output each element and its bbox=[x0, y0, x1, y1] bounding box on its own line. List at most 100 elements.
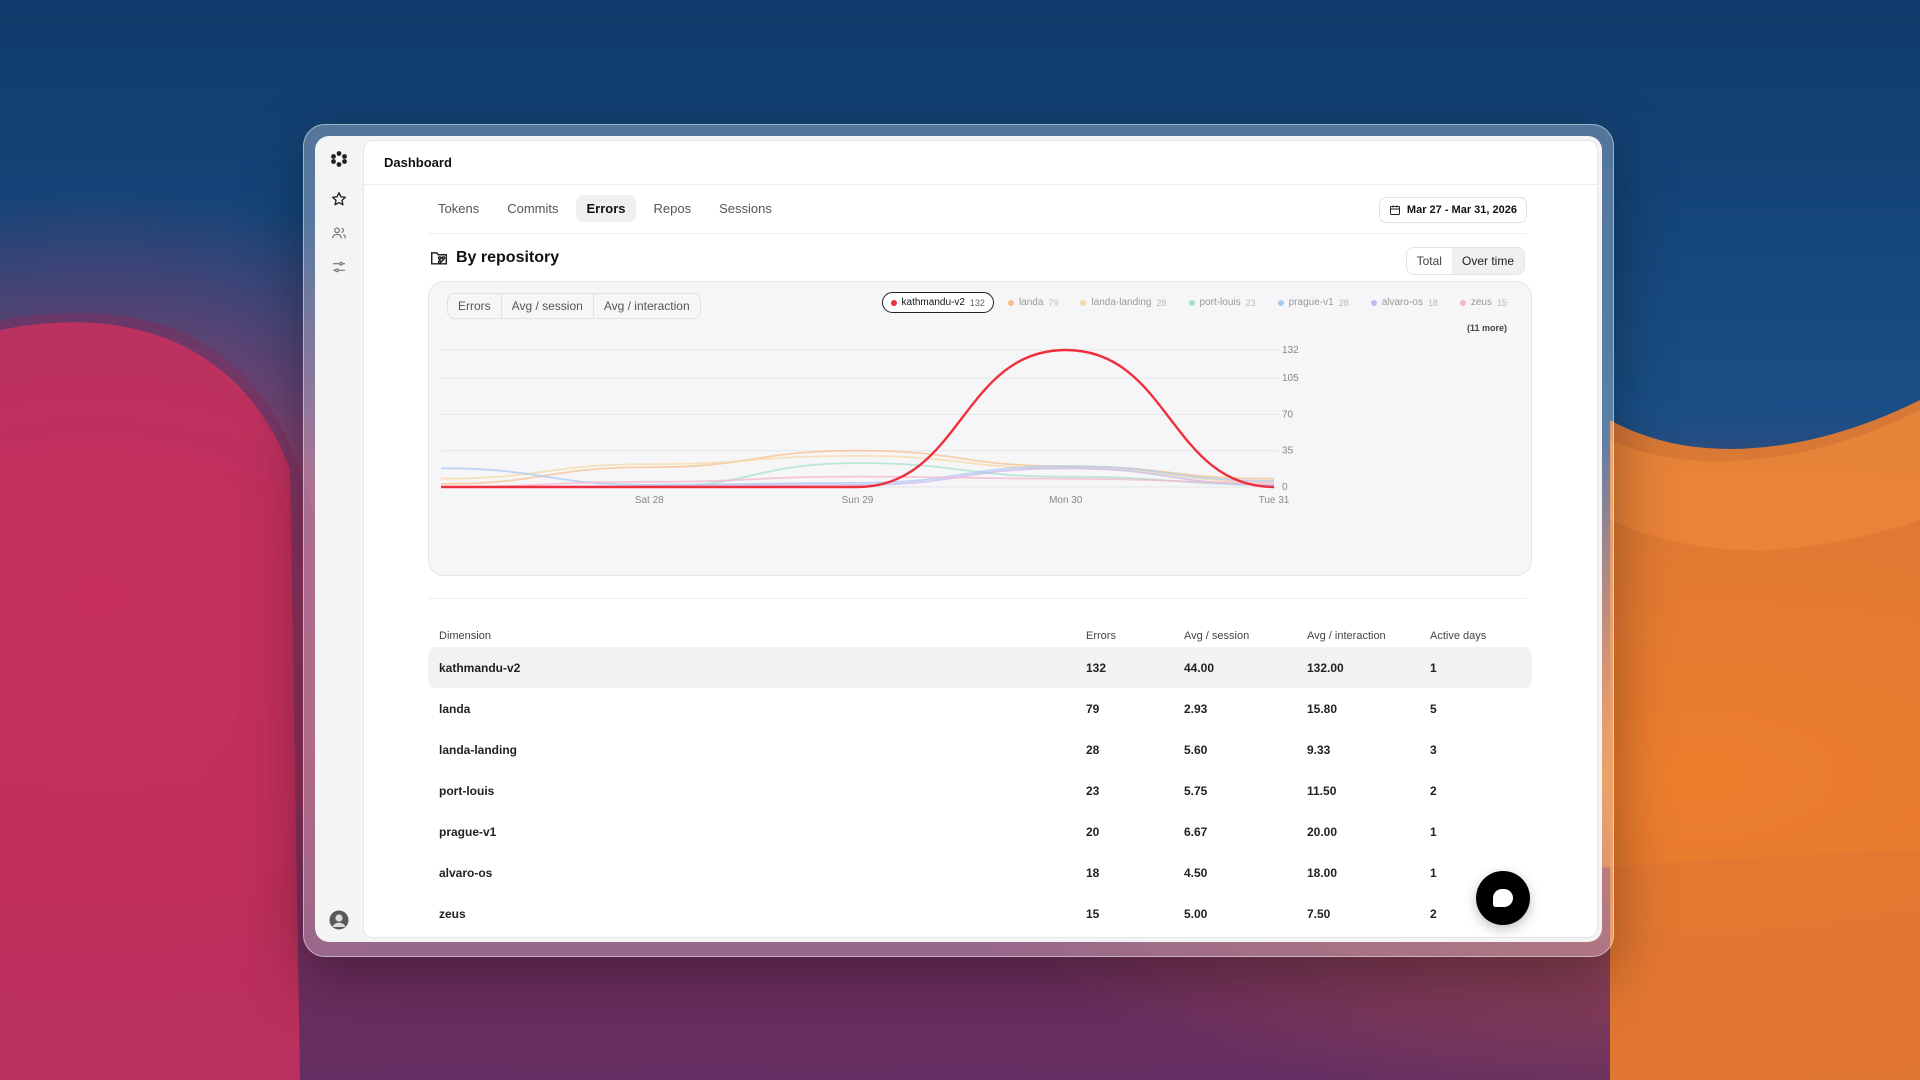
cell-avg-interaction: 9.33 bbox=[1307, 742, 1331, 757]
cell-avg-interaction: 7.50 bbox=[1307, 906, 1331, 921]
legend-count: 79 bbox=[1048, 297, 1059, 308]
date-range-picker[interactable]: Mar 27 - Mar 31, 2026 bbox=[1378, 197, 1527, 223]
section-title: By repository bbox=[456, 249, 560, 266]
legend-label: port-louis bbox=[1199, 297, 1241, 308]
users-icon[interactable] bbox=[325, 219, 353, 247]
cell-avg-session: 2.93 bbox=[1184, 701, 1208, 716]
view-toggle: Total Over time bbox=[1405, 247, 1525, 275]
cell-dimension: alvaro-os bbox=[439, 865, 493, 880]
app-window: Dashboard Tokens Commits Errors Repos Se… bbox=[303, 124, 1614, 957]
toggle-over-time[interactable]: Over time bbox=[1451, 248, 1524, 274]
cell-avg-interaction: 15.80 bbox=[1307, 701, 1338, 716]
cell-dimension: landa-landing bbox=[439, 742, 517, 757]
legend-dot bbox=[1459, 299, 1466, 306]
table-row[interactable]: zeus 15 5.00 7.50 2 bbox=[428, 893, 1532, 934]
table-row[interactable]: prague-v1 20 6.67 20.00 1 bbox=[428, 811, 1532, 852]
top-bar: Dashboard bbox=[364, 141, 1597, 185]
legend-item-alvaro-os[interactable]: alvaro-os 18 bbox=[1363, 292, 1446, 313]
tab-tokens[interactable]: Tokens bbox=[438, 201, 480, 216]
table-row[interactable]: kathmandu-v2 132 44.00 132.00 1 bbox=[428, 647, 1532, 688]
tab-repos[interactable]: Repos bbox=[653, 201, 692, 216]
cell-avg-session: 5.75 bbox=[1184, 783, 1208, 798]
column-header-avg-interaction[interactable]: Avg / interaction bbox=[1307, 630, 1386, 642]
series-line-landa-landing[interactable] bbox=[440, 454, 1275, 483]
chart-legend: kathmandu-v2 132 landa 79 landa-landing 28 por… bbox=[855, 292, 1515, 337]
column-header-active-days[interactable]: Active days bbox=[1430, 630, 1487, 642]
flower-logo-icon[interactable] bbox=[325, 145, 353, 173]
tab-errors[interactable]: Errors bbox=[576, 195, 636, 222]
star-icon[interactable] bbox=[325, 185, 353, 213]
cell-dimension: zeus bbox=[439, 906, 466, 921]
legend-label: landa bbox=[1018, 297, 1044, 308]
legend-item-port-louis[interactable]: port-louis 23 bbox=[1181, 292, 1264, 313]
page-title: Dashboard bbox=[384, 155, 452, 170]
table-row[interactable]: landa 79 2.93 15.80 5 bbox=[428, 688, 1532, 729]
legend-item-zeus[interactable]: zeus 15 bbox=[1452, 292, 1515, 313]
sliders-icon[interactable] bbox=[325, 253, 353, 281]
cell-errors: 15 bbox=[1086, 906, 1100, 921]
series-line-prague-v1[interactable] bbox=[440, 465, 1275, 486]
x-tick-label: Sat 28 bbox=[635, 495, 664, 506]
chat-bubble-icon bbox=[1493, 889, 1513, 907]
cell-avg-session: 5.00 bbox=[1184, 906, 1208, 921]
legend-dot bbox=[1277, 299, 1284, 306]
cell-avg-session: 6.67 bbox=[1184, 824, 1208, 839]
chat-button[interactable] bbox=[1476, 871, 1530, 925]
x-tick-label: Tue 31 bbox=[1259, 495, 1290, 506]
icon-rail bbox=[315, 136, 363, 942]
legend-count: 23 bbox=[1245, 297, 1256, 308]
legend-item-kathmandu-v2[interactable]: kathmandu-v2 132 bbox=[881, 292, 994, 313]
legend-label: landa-landing bbox=[1091, 297, 1152, 308]
toggle-total[interactable]: Total bbox=[1416, 254, 1442, 268]
table-row[interactable]: alvaro-os 18 4.50 18.00 1 bbox=[428, 852, 1532, 893]
table-row[interactable]: port-louis 23 5.75 11.50 2 bbox=[428, 770, 1532, 811]
legend-label: alvaro-os bbox=[1381, 297, 1423, 308]
y-tick-label: 105 bbox=[1282, 373, 1299, 384]
legend-item-landa-landing[interactable]: landa-landing 28 bbox=[1072, 292, 1174, 313]
tab-sessions[interactable]: Sessions bbox=[719, 201, 772, 216]
cell-active-days: 3 bbox=[1430, 742, 1437, 757]
cell-errors: 18 bbox=[1086, 865, 1100, 880]
cell-errors: 79 bbox=[1086, 701, 1100, 716]
cell-errors: 132 bbox=[1086, 647, 1184, 688]
legend-count: 28 bbox=[1338, 297, 1349, 308]
table-row[interactable]: landa-landing 28 5.60 9.33 3 bbox=[428, 729, 1532, 770]
cell-avg-interaction: 18.00 bbox=[1307, 865, 1338, 880]
column-header-avg-session[interactable]: Avg / session bbox=[1184, 630, 1250, 642]
cell-dimension: landa bbox=[439, 701, 471, 716]
cell-dimension: kathmandu-v2 bbox=[428, 647, 1086, 688]
cell-active-days: 2 bbox=[1430, 783, 1437, 798]
tab-commits[interactable]: Commits bbox=[507, 201, 559, 216]
legend-more-button[interactable]: (11 more) bbox=[1466, 323, 1507, 333]
series-line-zeus[interactable] bbox=[440, 475, 1275, 488]
main-panel: Dashboard Tokens Commits Errors Repos Se… bbox=[363, 140, 1598, 938]
legend-count: 28 bbox=[1156, 297, 1167, 308]
legend-dot bbox=[1370, 299, 1377, 306]
column-header-dimension[interactable]: Dimension bbox=[439, 630, 491, 642]
app-frame: Dashboard Tokens Commits Errors Repos Se… bbox=[315, 136, 1602, 942]
cell-active-days: 5 bbox=[1430, 701, 1437, 716]
cell-avg-interaction: 11.50 bbox=[1307, 783, 1337, 798]
x-tick-label: Sun 29 bbox=[842, 495, 874, 506]
cell-errors: 23 bbox=[1086, 783, 1100, 798]
line-chart: 0 35 70 105 132 Sat 28 Sun 29 Mon 30 Tue 31 bbox=[440, 345, 1299, 506]
legend-count: 18 bbox=[1427, 297, 1438, 308]
chart-card: 0 35 70 105 132 Sat 28 Sun 29 Mon 30 Tue 31 Erro… bbox=[428, 281, 1532, 576]
legend-item-prague-v1[interactable]: prague-v1 28 bbox=[1270, 292, 1357, 313]
column-header-errors[interactable]: Errors bbox=[1086, 630, 1116, 642]
metric-tab-errors[interactable]: Errors bbox=[448, 294, 502, 318]
cell-errors: 28 bbox=[1086, 742, 1100, 757]
legend-dot bbox=[1188, 299, 1195, 306]
series-line-kathmandu-v2[interactable] bbox=[441, 348, 1275, 489]
cell-avg-interaction: 132.00 bbox=[1307, 647, 1430, 688]
cell-avg-session: 44.00 bbox=[1184, 647, 1307, 688]
avatar[interactable] bbox=[325, 906, 353, 934]
cell-active-days: 1 bbox=[1430, 647, 1532, 688]
cell-active-days: 1 bbox=[1430, 824, 1437, 839]
legend-item-landa[interactable]: landa 79 bbox=[1000, 292, 1066, 313]
metric-tab-avg-session[interactable]: Avg / session bbox=[502, 294, 594, 318]
legend-label: kathmandu-v2 bbox=[901, 297, 965, 308]
metric-tab-avg-interaction[interactable]: Avg / interaction bbox=[603, 299, 690, 313]
date-range-label: Mar 27 - Mar 31, 2026 bbox=[1406, 204, 1517, 216]
cell-dimension: port-louis bbox=[439, 783, 495, 798]
